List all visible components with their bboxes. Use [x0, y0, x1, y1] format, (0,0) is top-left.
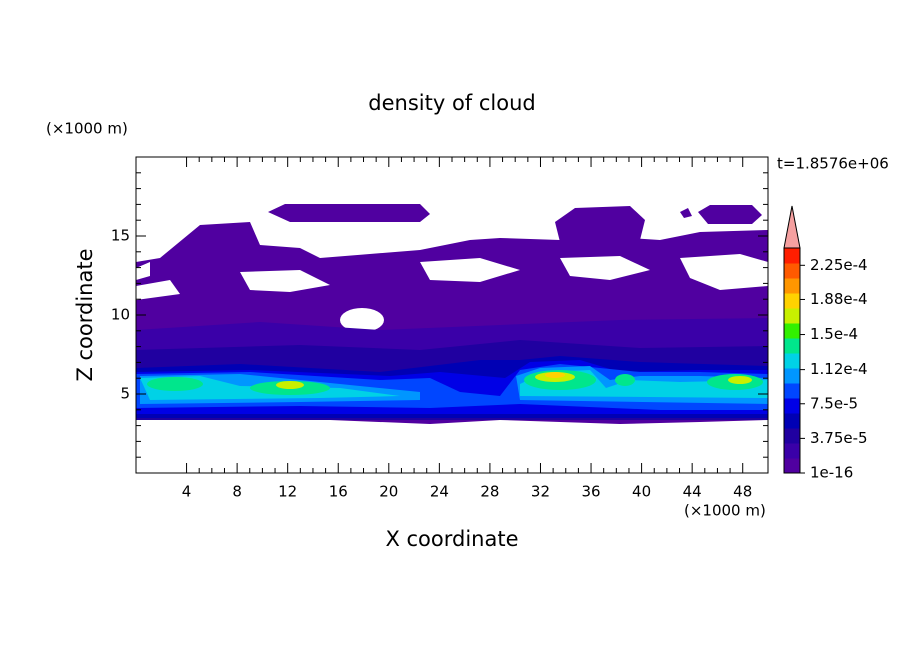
chart-title: density of cloud [368, 91, 535, 115]
colorbar-band [784, 308, 800, 324]
colorbar-band [784, 323, 800, 339]
colorbar-tick-label: 2.25e-4 [810, 256, 868, 274]
x-tick-label: 20 [379, 483, 398, 501]
colorbar-band [784, 398, 800, 414]
x-axis-label: X coordinate [385, 527, 518, 551]
colorbar-band [784, 383, 800, 399]
x-unit: (×1000 m) [684, 502, 766, 520]
colorbar-tick-label: 1.12e-4 [810, 360, 868, 378]
x-tick-label: 40 [632, 483, 651, 501]
x-tick-label: 28 [480, 483, 499, 501]
x-tick-label: 4 [182, 483, 192, 501]
colorbar-tick-label: 3.75e-5 [810, 429, 868, 447]
colorbar-band [784, 293, 800, 309]
colorbar-band [784, 248, 800, 264]
x-tick-label: 8 [232, 483, 242, 501]
time-label: t=1.8576e+06 [777, 155, 889, 173]
colorbar-band [784, 278, 800, 294]
x-tick-label: 36 [581, 483, 600, 501]
contour-field [136, 204, 768, 424]
y-tick-label: 5 [120, 385, 130, 403]
colorbar-tick-label: 7.5e-5 [810, 394, 858, 412]
y-unit: (×1000 m) [46, 120, 128, 138]
colorbar-band [784, 413, 800, 429]
x-tick-label: 24 [430, 483, 449, 501]
colorbar-band [784, 443, 800, 459]
x-tick-label: 16 [329, 483, 348, 501]
y-axis-label: Z coordinate [73, 248, 97, 381]
colorbar-band [784, 428, 800, 444]
x-tick-label: 44 [683, 483, 702, 501]
colorbar-extend [783, 205, 801, 249]
colorbar-band [784, 353, 800, 369]
colorbar-band [784, 458, 800, 474]
x-tick-label: 32 [531, 483, 550, 501]
x-tick-label: 48 [733, 483, 752, 501]
colorbar-band [784, 368, 800, 384]
colorbar-band [784, 338, 800, 354]
y-tick-label: 15 [111, 227, 130, 245]
x-tick-label: 12 [278, 483, 297, 501]
y-tick-label: 10 [111, 306, 130, 324]
colorbar-tick-label: 1.88e-4 [810, 290, 868, 308]
colorbar-band [784, 263, 800, 279]
colorbar-tick-label: 1.5e-4 [810, 325, 858, 343]
colorbar-tick-label: 1e-16 [810, 464, 853, 482]
